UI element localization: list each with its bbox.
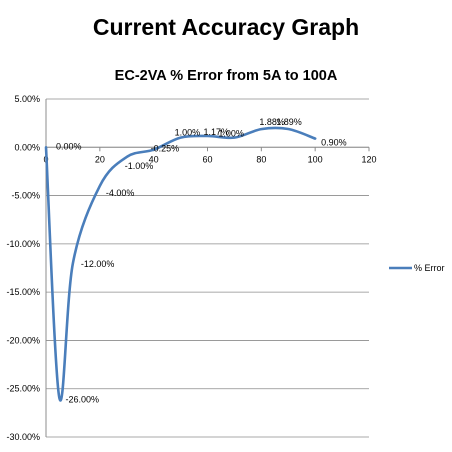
y-tick-label: -5.00%	[11, 191, 40, 201]
data-label: -26.00%	[65, 394, 99, 404]
series-line	[44, 126, 317, 402]
data-label: -4.00%	[106, 188, 135, 198]
legend-label: % Error	[414, 263, 445, 273]
data-label: 0.00%	[56, 141, 82, 151]
x-tick-label: 40	[149, 154, 159, 164]
y-tick-label: -25.00%	[6, 384, 40, 394]
data-label: -1.00%	[125, 161, 154, 171]
y-tick-label: -20.00%	[6, 335, 40, 345]
data-label: -0.25%	[151, 144, 180, 154]
y-tick-label: -15.00%	[6, 287, 40, 297]
x-tick-label: 120	[361, 154, 376, 164]
data-label: 1.88%	[259, 117, 285, 127]
y-tick-label: -30.00%	[6, 432, 40, 442]
x-tick-label: 80	[256, 154, 266, 164]
series-layer	[44, 126, 317, 402]
chart-title: EC-2VA % Error from 5A to 100A	[115, 68, 338, 84]
data-label: 1.00%	[218, 129, 244, 139]
x-tick-label: 60	[202, 154, 212, 164]
x-tick-label: 100	[308, 154, 323, 164]
legend: % Error	[389, 263, 445, 273]
data-label: 1.89%	[276, 117, 302, 127]
x-tick-label: 20	[95, 154, 105, 164]
data-label: 1.00%	[175, 128, 201, 138]
data-label: 0.90%	[321, 138, 347, 148]
data-label-layer: 0.00% -26.00% -12.00% -4.00% -1.00% -0.25% 1.0…	[56, 117, 347, 404]
page-title: Current Accuracy Graph	[92, 14, 360, 40]
y-tick-label: 5.00%	[14, 94, 40, 104]
data-label: 1.17%	[204, 127, 230, 137]
y-tick-label: -10.00%	[6, 239, 40, 249]
data-label: -12.00%	[81, 259, 115, 269]
y-tick-label: 0.00%	[14, 142, 40, 152]
